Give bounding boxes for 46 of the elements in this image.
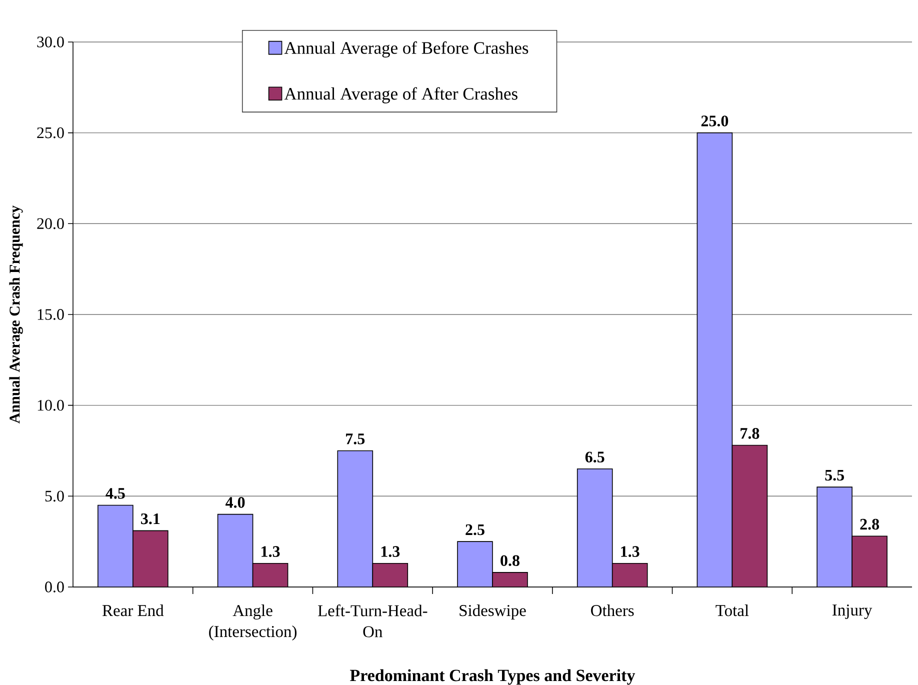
y-tick-label: 20.0 bbox=[37, 218, 64, 230]
y-tick-label: 15.0 bbox=[38, 309, 64, 320]
data-label: 2.5 bbox=[466, 524, 484, 536]
data-label: 1.3 bbox=[381, 546, 400, 557]
y-tick-label: 25.0 bbox=[37, 127, 64, 138]
bar bbox=[252, 563, 288, 587]
y-axis-title: Annual Average Crash Frequency bbox=[9, 206, 23, 424]
y-tick-label: 30.0 bbox=[37, 36, 64, 48]
data-label: 25.0 bbox=[701, 116, 728, 126]
bar bbox=[852, 536, 888, 587]
legend-label: Annual Average of After Crashes bbox=[284, 87, 518, 104]
bar bbox=[218, 514, 253, 587]
bar bbox=[816, 486, 852, 587]
y-tick-label: 0.0 bbox=[45, 582, 64, 592]
x-tick-label: Rear End bbox=[102, 604, 164, 616]
bar bbox=[577, 468, 612, 587]
data-label: 2.8 bbox=[860, 518, 880, 530]
x-tick-label: Injury bbox=[832, 604, 872, 620]
y-tick-label: 10.0 bbox=[38, 400, 64, 411]
data-label: 0.8 bbox=[500, 555, 520, 566]
x-tick-label: Sideswipe bbox=[460, 604, 526, 620]
data-label: 1.3 bbox=[621, 546, 640, 557]
bar bbox=[132, 530, 168, 587]
bar bbox=[98, 505, 133, 587]
bar bbox=[612, 563, 648, 587]
data-label: 5.5 bbox=[825, 470, 844, 481]
bar bbox=[458, 542, 492, 587]
x-tick-label: Total bbox=[716, 604, 749, 616]
x-tick-label: Others bbox=[591, 604, 634, 616]
legend-label: Annual Average of Before Crashes bbox=[284, 41, 528, 58]
data-label: 4.5 bbox=[106, 488, 125, 499]
data-label: 7.8 bbox=[740, 428, 760, 439]
bar bbox=[492, 572, 528, 587]
bar bbox=[338, 450, 373, 587]
x-tick-label: Left-Turn-Head-On bbox=[318, 604, 428, 638]
x-tick-label: Angle (Intersection) bbox=[209, 604, 297, 640]
x-axis-title: Predominant Crash Types and Severity bbox=[350, 669, 636, 685]
data-label: 6.5 bbox=[585, 452, 604, 462]
data-label: 1.3 bbox=[262, 546, 280, 557]
y-tick-label: 5.0 bbox=[45, 490, 64, 502]
bar bbox=[732, 445, 768, 587]
bar bbox=[697, 132, 732, 587]
data-label: 3.1 bbox=[141, 513, 160, 524]
data-label: 7.5 bbox=[346, 434, 365, 444]
bar bbox=[372, 563, 408, 587]
data-label: 4.0 bbox=[226, 497, 245, 508]
